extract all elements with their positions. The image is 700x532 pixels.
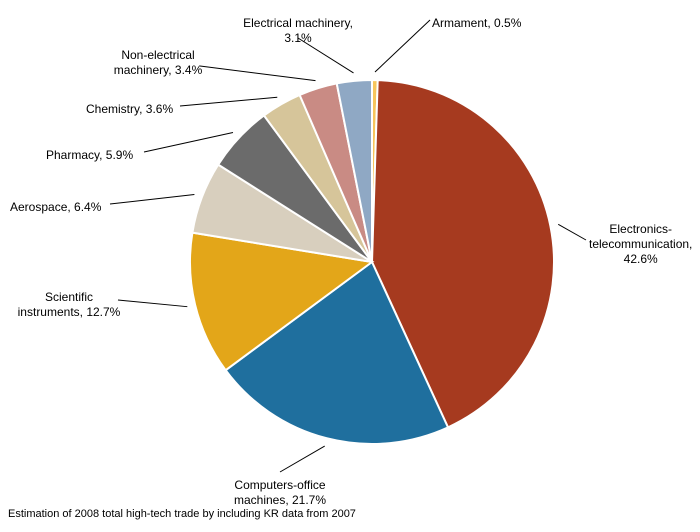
slice-label: Electrical machinery, 3.1% xyxy=(243,16,353,46)
leader-line xyxy=(180,97,277,106)
leader-line xyxy=(375,20,430,72)
slice-label: Computers-office machines, 21.7% xyxy=(234,478,326,508)
slice-label: Armament, 0.5% xyxy=(432,16,521,31)
slice-label: Aerospace, 6.4% xyxy=(10,200,101,215)
leader-line xyxy=(144,132,233,152)
slice-label: Pharmacy, 5.9% xyxy=(46,148,133,163)
footnote-text: Estimation of 2008 total high-tech trade… xyxy=(8,508,356,520)
leader-line xyxy=(558,224,586,240)
leader-line xyxy=(200,66,316,81)
leader-line xyxy=(118,300,187,307)
slice-label: Electronics- telecommunication, 42.6% xyxy=(589,222,692,267)
slice-label: Non-electrical machinery, 3.4% xyxy=(114,48,202,78)
slice-label: Chemistry, 3.6% xyxy=(86,102,173,117)
slice-label: Scientific instruments, 12.7% xyxy=(18,290,121,320)
leader-line xyxy=(110,194,194,204)
leader-line xyxy=(280,446,325,472)
